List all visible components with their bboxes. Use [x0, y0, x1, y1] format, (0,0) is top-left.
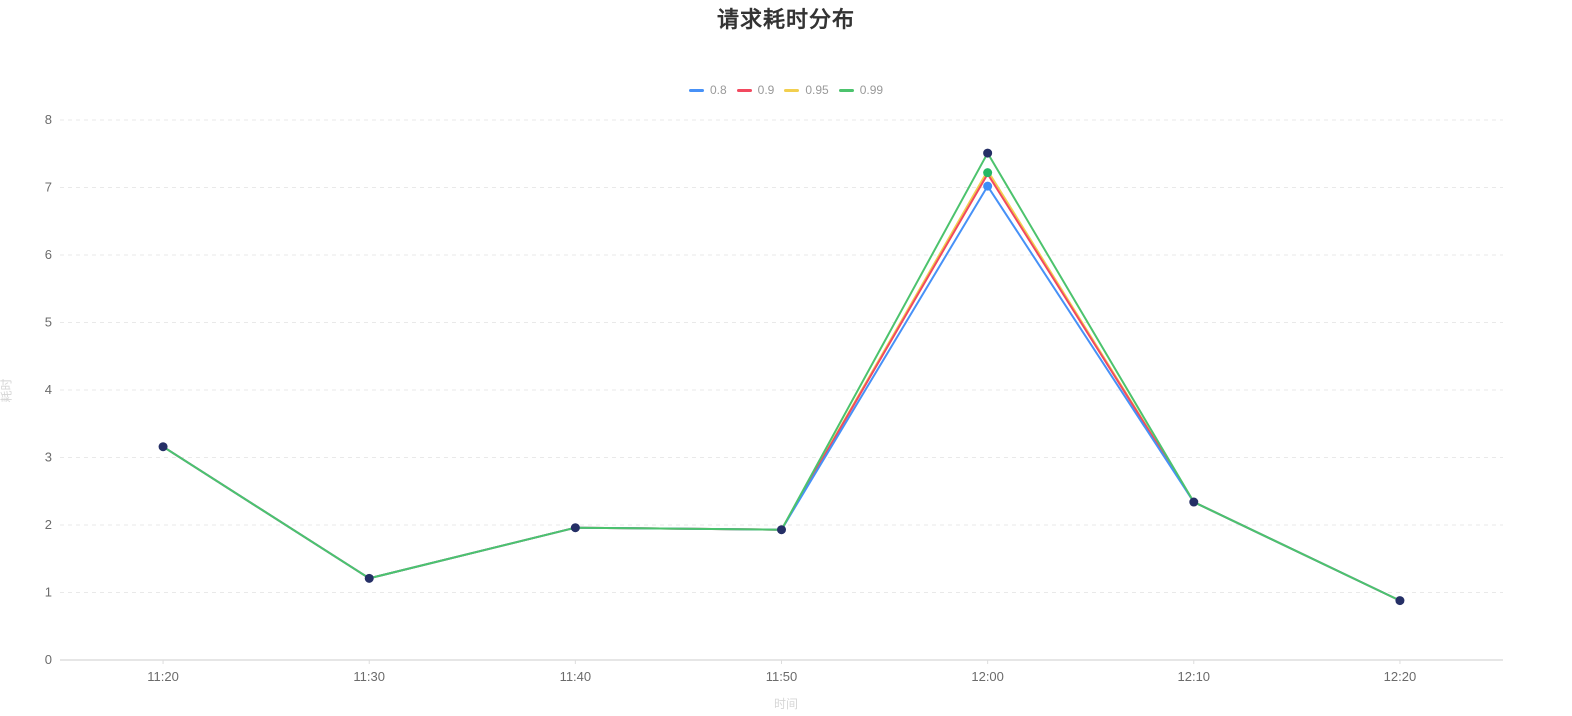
legend-item-0.99[interactable]: 0.99 [838, 83, 884, 97]
x-tick-label: 12:00 [971, 669, 1004, 684]
data-point[interactable] [158, 442, 168, 452]
x-axis-name: 时间 [773, 697, 798, 711]
x-tick-label: 11:20 [147, 669, 179, 684]
legend-label: 0.99 [859, 83, 884, 97]
series-line-0.9[interactable] [162, 173, 1401, 602]
data-point[interactable] [1189, 497, 1199, 507]
legend-label: 0.95 [805, 83, 829, 97]
y-tick-label: 8 [45, 112, 52, 127]
series-line-0.95[interactable] [162, 169, 1401, 602]
data-point[interactable] [983, 148, 993, 158]
x-tick-label: 11:30 [353, 669, 385, 684]
legend-item-0.9[interactable]: 0.9 [736, 83, 775, 97]
data-point[interactable] [1395, 596, 1405, 606]
x-tick-label: 12:20 [1384, 669, 1417, 684]
y-tick-label: 5 [45, 315, 52, 330]
data-point[interactable] [983, 168, 993, 178]
chart-legend: 0.8 0.9 0.95 0.99 [0, 83, 1572, 97]
data-point[interactable] [777, 525, 786, 535]
chart-title: 请求耗时分布 [716, 7, 855, 32]
series-line-0.8[interactable] [162, 185, 1401, 602]
y-tick-label: 7 [45, 180, 52, 195]
y-tick-label: 1 [45, 585, 52, 600]
y-tick-label: 6 [45, 247, 52, 262]
y-tick-label: 4 [45, 382, 52, 397]
data-point[interactable] [983, 181, 993, 191]
y-tick-label: 3 [45, 450, 52, 465]
x-tick-label: 12:10 [1178, 669, 1211, 684]
data-point[interactable] [570, 523, 580, 533]
legend-line-icon [838, 88, 854, 92]
legend-label: 0.8 [709, 83, 727, 97]
legend-item-0.95[interactable]: 0.95 [784, 83, 829, 97]
legend-item-0.8[interactable]: 0.8 [688, 83, 727, 97]
x-tick-label: 11:40 [560, 669, 592, 684]
legend-line-icon [784, 88, 800, 92]
y-tick-label: 2 [45, 517, 52, 532]
legend-line-icon [688, 88, 704, 92]
y-axis-name: 耗时 [0, 378, 14, 403]
legend-line-icon [736, 88, 752, 92]
data-point[interactable] [364, 573, 374, 583]
y-tick-label: 0 [45, 652, 52, 667]
x-tick-label: 11:50 [766, 669, 798, 684]
legend-label: 0.9 [757, 83, 775, 97]
